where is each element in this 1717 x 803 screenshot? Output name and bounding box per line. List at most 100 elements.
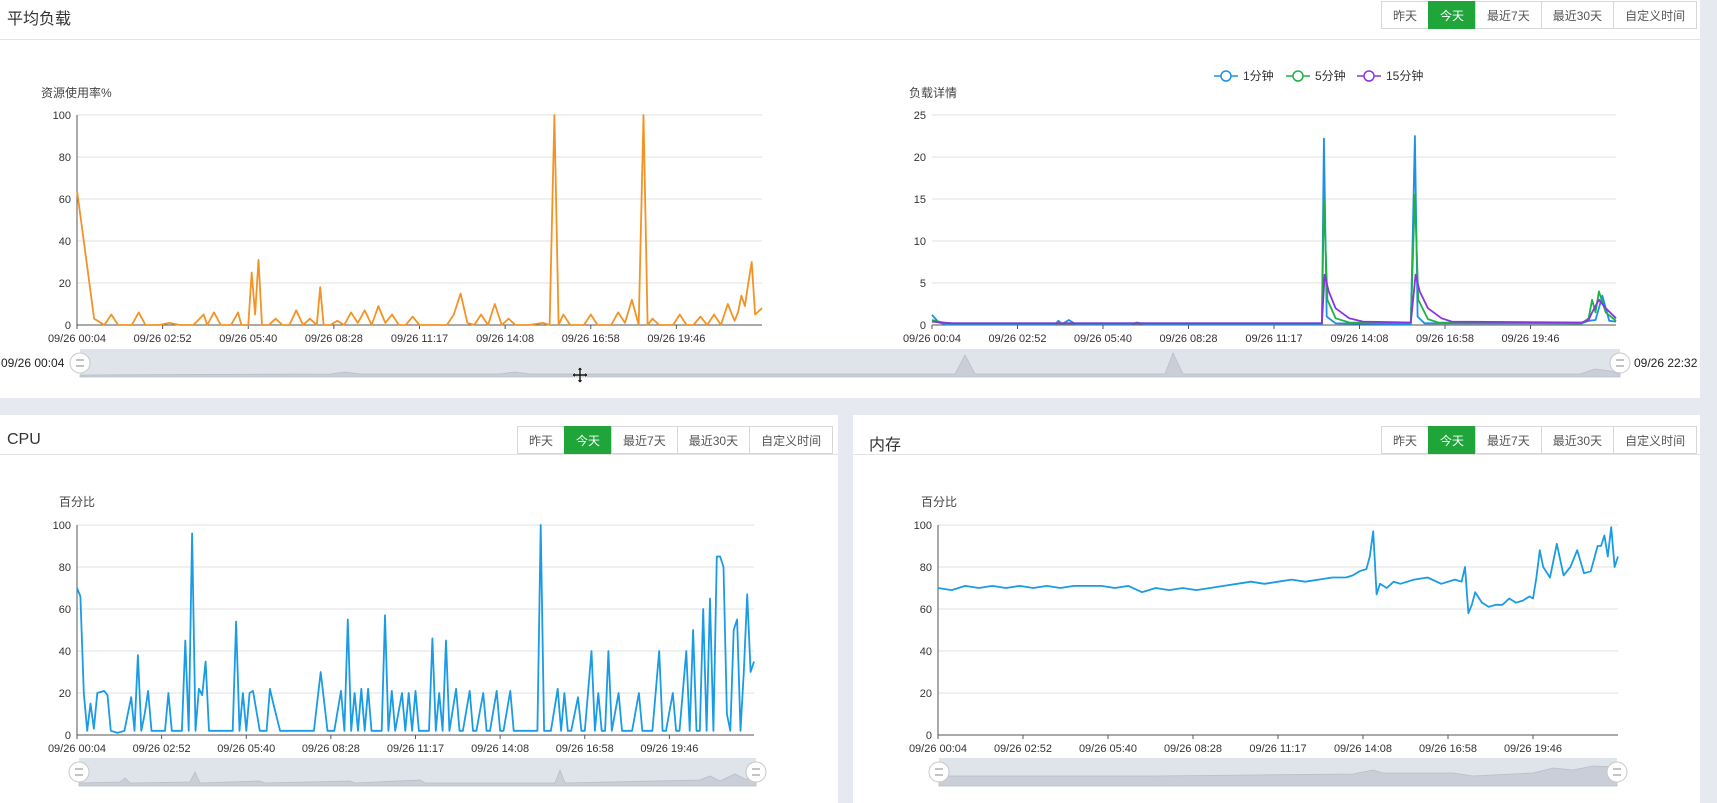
x-tick-label: 09/26 08:28 <box>1164 743 1222 755</box>
zoom-handle-right[interactable] <box>1609 352 1631 374</box>
chart-ylabel: 百分比 <box>59 495 95 509</box>
mem-btn-today[interactable]: 今天 <box>1428 426 1477 454</box>
x-tick-label: 09/26 19:46 <box>1504 743 1562 755</box>
series-line-1 <box>76 114 763 326</box>
x-tick-label: 09/26 19:46 <box>640 743 698 755</box>
series-line-3 <box>931 273 1617 325</box>
legend-item-15min[interactable]: 15分钟 <box>1357 68 1423 83</box>
y-tick-label: 40 <box>59 646 71 658</box>
load-panel-header: 平均负载 昨天 今天 最近7天 最近30天 自定义时间 <box>0 0 1700 40</box>
y-tick-label: 0 <box>926 730 932 742</box>
x-tick-label: 09/26 02:52 <box>133 743 191 755</box>
y-tick-label: 40 <box>59 236 71 248</box>
mem-header-divider <box>853 454 1700 466</box>
load-detail-plot: 0 5 10 15 20 25 09/26 00:04 09/26 02:52 09/26 05… <box>903 110 1617 345</box>
zoom-handle-right[interactable] <box>1606 761 1628 783</box>
cpu-range-buttons: 昨天 今天 最近7天 最近30天 自定义时间 <box>517 426 834 454</box>
mem-zoom-bar[interactable] <box>853 752 1700 792</box>
load-panel-title: 平均负载 <box>7 11 72 28</box>
x-tick-label: 09/26 00:04 <box>903 333 961 345</box>
x-tick-label: 09/26 16:58 <box>556 743 614 755</box>
cpu-panel: CPU 昨天 今天 最近7天 最近30天 自定义时间 百分比 0 20 40 60 80… <box>0 415 838 803</box>
zoom-start-label: 09/26 00:04 <box>1 356 65 370</box>
x-tick-label: 09/26 02:52 <box>994 743 1052 755</box>
cpu-panel-header: CPU 昨天 今天 最近7天 最近30天 自定义时间 <box>0 415 838 455</box>
y-tick-label: 60 <box>59 604 71 616</box>
y-tick-label: 20 <box>59 688 71 700</box>
x-tick-label: 09/26 16:58 <box>562 333 620 345</box>
y-tick-label: 5 <box>920 278 926 290</box>
x-tick-label: 09/26 08:28 <box>305 333 363 345</box>
x-tick-label: 09/26 00:04 <box>48 743 106 755</box>
zoom-handle-right[interactable] <box>745 761 767 783</box>
load-panel: 平均负载 昨天 今天 最近7天 最近30天 自定义时间 资源使用率% 0 20 40… <box>0 0 1700 398</box>
mem-btn-custom[interactable]: 自定义时间 <box>1613 426 1698 454</box>
y-tick-label: 100 <box>53 110 71 122</box>
x-tick-label: 09/26 14:08 <box>1330 333 1388 345</box>
load-btn-custom[interactable]: 自定义时间 <box>1613 1 1698 29</box>
mem-chart: 百分比 0 20 40 60 80 100 09/26 00:04 09/26 02:52 09… <box>909 495 1619 755</box>
cpu-btn-today[interactable]: 今天 <box>564 426 613 454</box>
zoom-handle-left[interactable] <box>68 761 90 783</box>
cpu-header-divider <box>0 454 838 466</box>
mem-btn-7days[interactable]: 最近7天 <box>1475 426 1542 454</box>
y-tick-label: 60 <box>59 194 71 206</box>
x-tick-label: 09/26 05:40 <box>219 333 277 345</box>
move-cursor-icon <box>572 367 588 383</box>
x-tick-label: 09/26 05:40 <box>1079 743 1137 755</box>
load-btn-today[interactable]: 今天 <box>1428 1 1477 29</box>
y-tick-label: 25 <box>914 110 926 122</box>
y-tick-label: 0 <box>920 320 926 332</box>
zoom-handle-left[interactable] <box>928 761 950 783</box>
cpu-zoom-bar[interactable] <box>0 752 838 792</box>
x-tick-label: 09/26 08:28 <box>1159 333 1217 345</box>
y-tick-label: 80 <box>59 152 71 164</box>
x-tick-label: 09/26 02:52 <box>134 333 192 345</box>
x-tick-label: 09/26 00:04 <box>909 743 967 755</box>
series-line-1 <box>76 524 755 734</box>
zoom-preview <box>78 768 757 787</box>
cpu-plot: 0 20 40 60 80 100 09/26 00:04 09/26 02:52 09/26 … <box>48 520 755 755</box>
x-tick-label: 09/26 16:58 <box>1419 743 1477 755</box>
legend-label-15min: 15分钟 <box>1386 68 1423 83</box>
y-tick-label: 10 <box>914 236 926 248</box>
load-detail-legend: 1分钟 5分钟 15分钟 <box>1214 68 1423 83</box>
load-zoom-bar[interactable]: 09/26 00:04 09/26 22:32 <box>0 343 1700 383</box>
mem-btn-yesterday[interactable]: 昨天 <box>1381 426 1430 454</box>
mem-panel-title: 内存 <box>869 437 902 454</box>
cpu-panel-title: CPU <box>7 431 41 448</box>
x-tick-label: 09/26 14:08 <box>471 743 529 755</box>
zoom-end-label: 09/26 22:32 <box>1634 356 1698 370</box>
x-tick-label: 09/26 11:17 <box>1249 743 1306 755</box>
x-tick-label: 09/26 11:17 <box>387 743 444 755</box>
load-btn-yesterday[interactable]: 昨天 <box>1381 1 1430 29</box>
load-btn-7days[interactable]: 最近7天 <box>1475 1 1542 29</box>
mem-panel: 内存 昨天 今天 最近7天 最近30天 自定义时间 百分比 0 20 40 60 80 1… <box>853 415 1700 803</box>
series-line-1 <box>937 526 1619 615</box>
series-line-1 <box>931 135 1617 326</box>
legend-item-1min[interactable]: 1分钟 <box>1214 68 1274 83</box>
x-tick-label: 09/26 19:46 <box>1501 333 1559 345</box>
x-tick-label: 09/26 19:46 <box>647 333 705 345</box>
y-tick-label: 80 <box>920 562 932 574</box>
y-tick-label: 0 <box>65 320 71 332</box>
cpu-btn-yesterday[interactable]: 昨天 <box>517 426 566 454</box>
mem-btn-30days[interactable]: 最近30天 <box>1540 426 1615 454</box>
chart-ylabel: 百分比 <box>921 495 957 509</box>
mem-panel-header: 内存 昨天 今天 最近7天 最近30天 自定义时间 <box>853 415 1700 455</box>
x-tick-label: 09/26 05:40 <box>1074 333 1132 345</box>
x-tick-label: 09/26 08:28 <box>302 743 360 755</box>
legend-item-5min[interactable]: 5分钟 <box>1286 68 1346 83</box>
x-tick-label: 09/26 14:08 <box>1334 743 1392 755</box>
x-tick-label: 09/26 05:40 <box>217 743 275 755</box>
legend-label-5min: 5分钟 <box>1315 68 1346 83</box>
load-range-buttons: 昨天 今天 最近7天 最近30天 自定义时间 <box>1381 1 1698 29</box>
zoom-handle-left[interactable] <box>69 352 91 374</box>
load-btn-30days[interactable]: 最近30天 <box>1540 1 1615 29</box>
x-tick-label: 09/26 16:58 <box>1416 333 1474 345</box>
x-tick-label: 09/26 14:08 <box>476 333 534 345</box>
cpu-btn-custom[interactable]: 自定义时间 <box>749 426 834 454</box>
cpu-btn-7days[interactable]: 最近7天 <box>611 426 678 454</box>
y-tick-label: 15 <box>914 194 926 206</box>
cpu-btn-30days[interactable]: 最近30天 <box>676 426 751 454</box>
